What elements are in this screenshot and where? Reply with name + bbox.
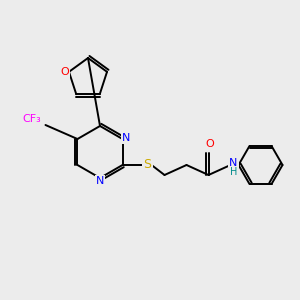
Text: O: O: [61, 67, 69, 77]
Text: H: H: [230, 167, 237, 177]
Text: S: S: [143, 158, 152, 170]
Text: O: O: [205, 139, 214, 149]
Text: N: N: [122, 133, 131, 143]
Text: N: N: [96, 176, 104, 186]
Text: CF₃: CF₃: [22, 114, 41, 124]
Text: N: N: [229, 158, 238, 168]
